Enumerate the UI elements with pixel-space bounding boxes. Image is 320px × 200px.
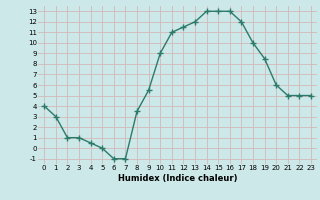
X-axis label: Humidex (Indice chaleur): Humidex (Indice chaleur) [118, 174, 237, 183]
